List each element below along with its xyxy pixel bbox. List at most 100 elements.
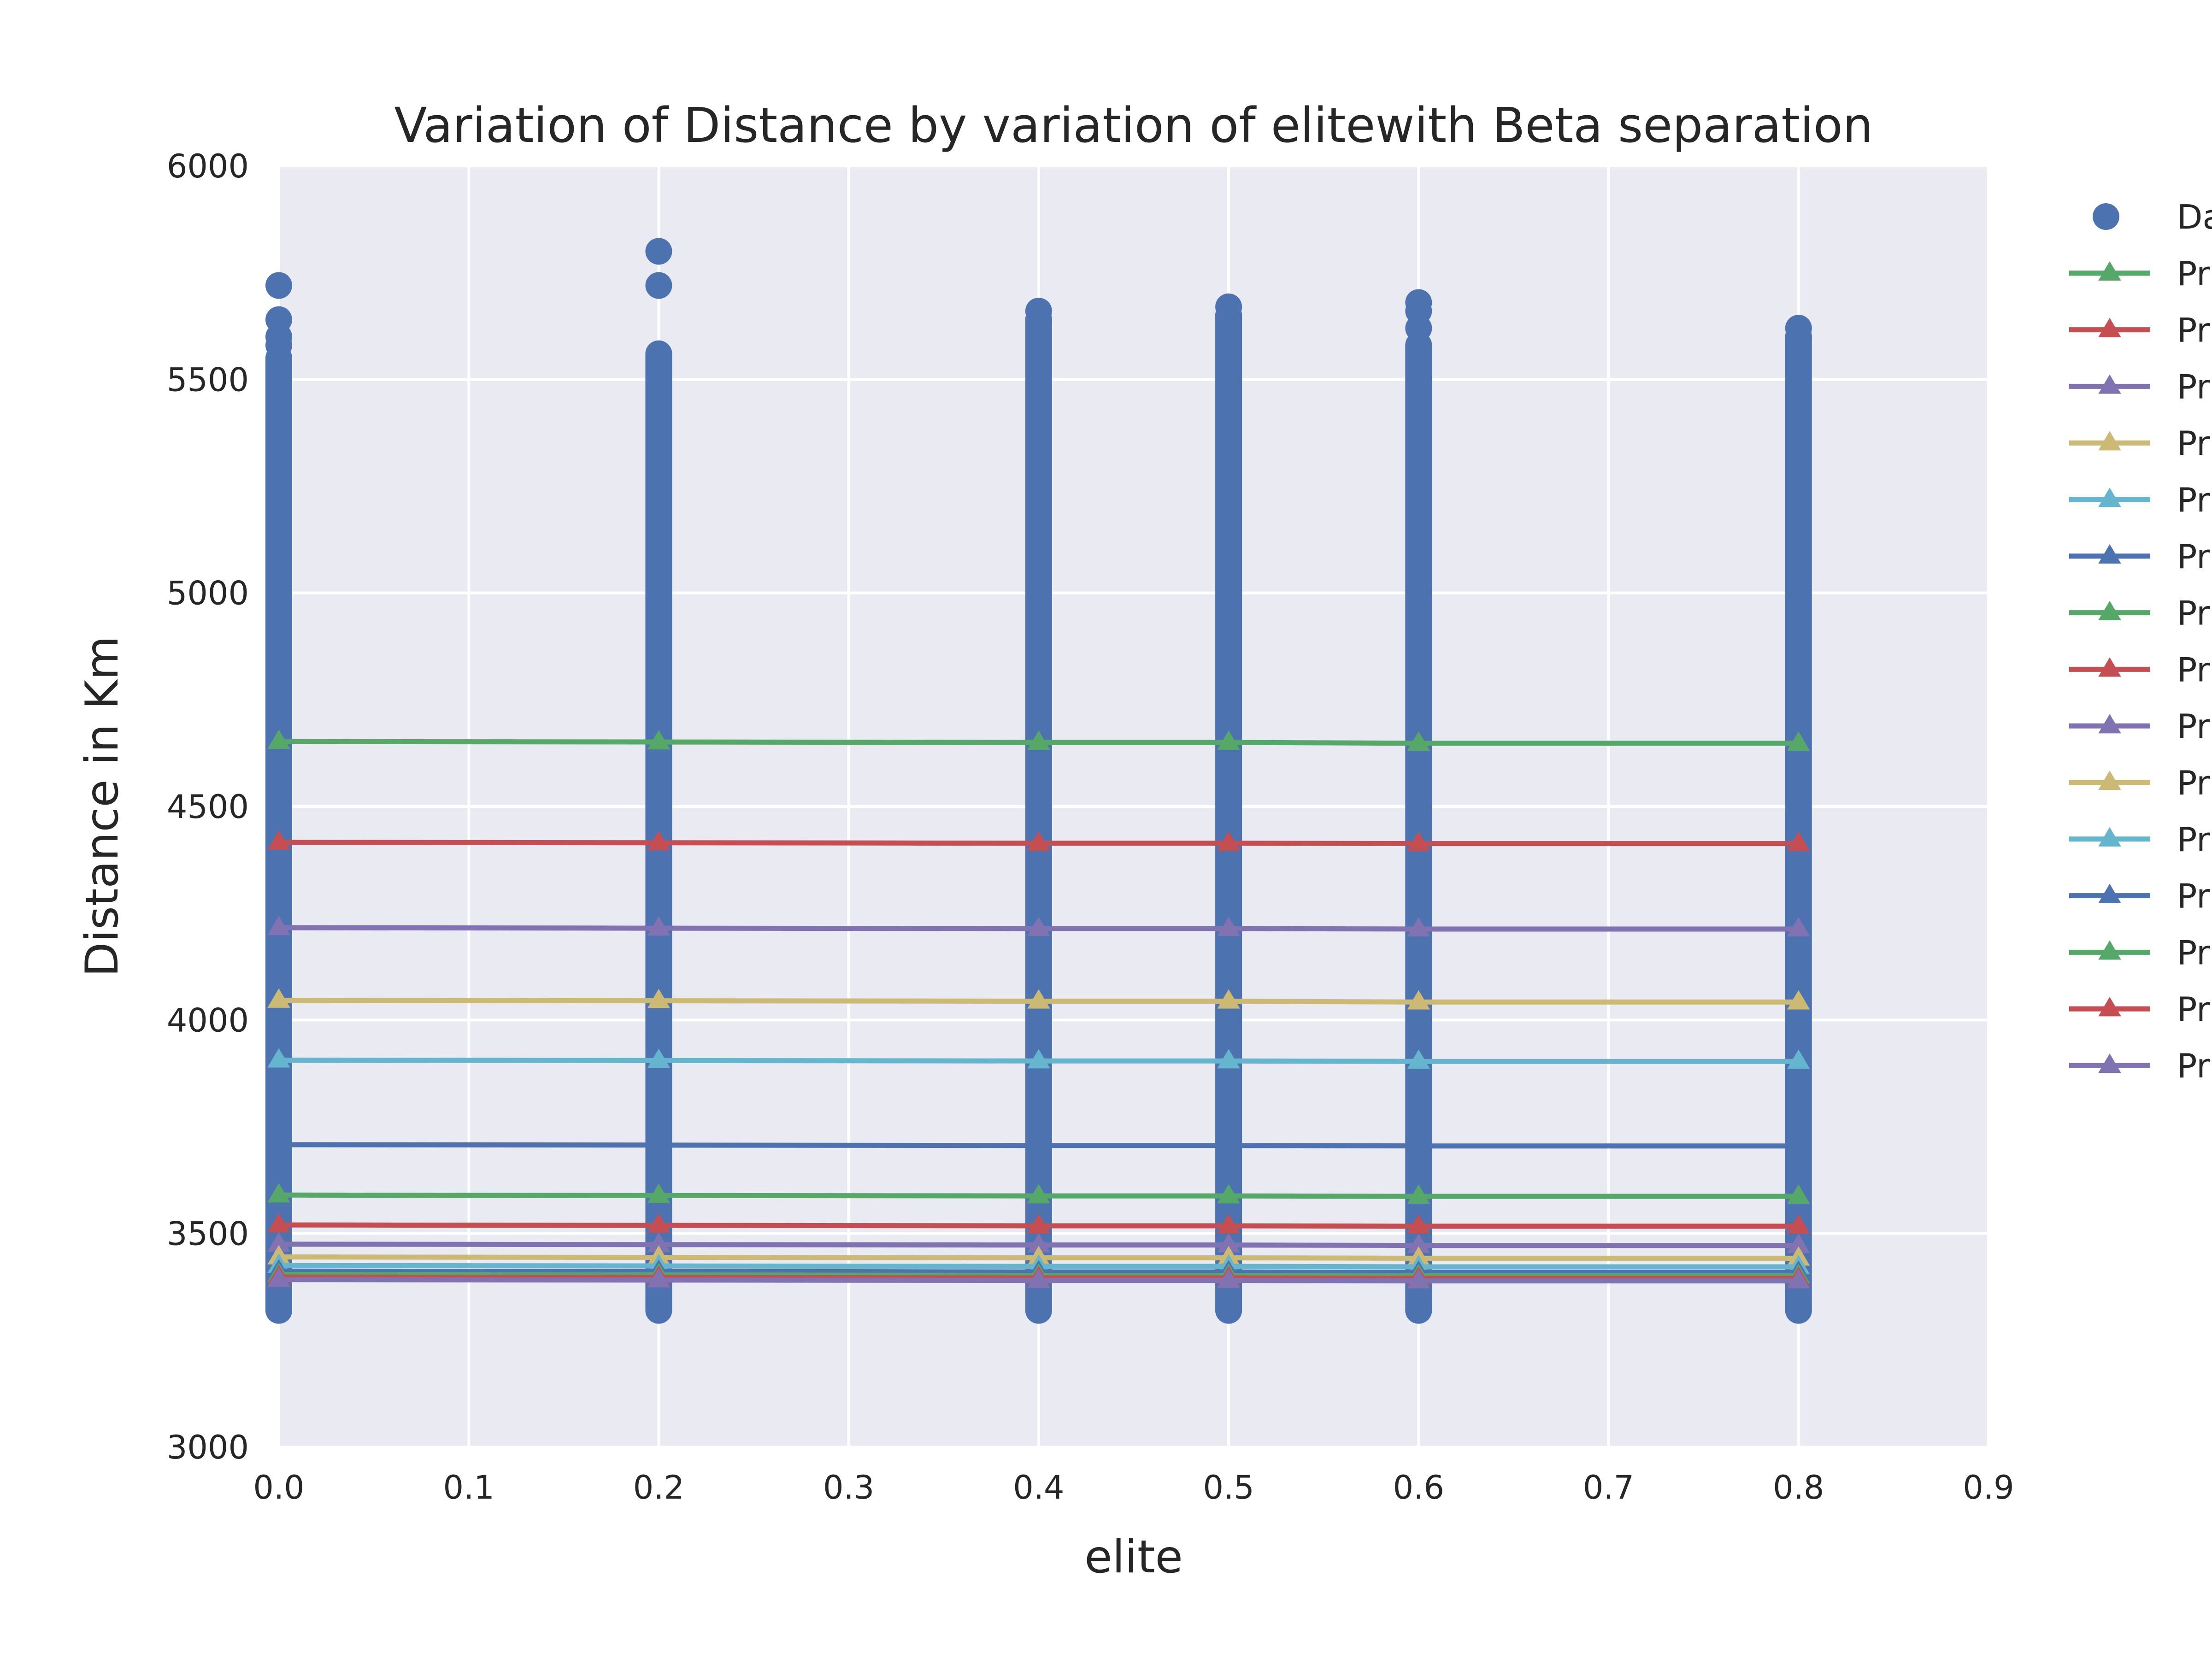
- series-line: [278, 1254, 1799, 1261]
- series-marker: [1407, 1184, 1430, 1204]
- scatter-point: [1405, 1297, 1432, 1324]
- legend-label: Da: [2177, 198, 2212, 236]
- y-tick-label: 6000: [167, 147, 249, 185]
- series-marker: [1027, 989, 1050, 1009]
- y-axis-label: Distance in Km: [76, 636, 129, 977]
- scatter-point: [1785, 315, 1812, 342]
- series-marker: [1407, 1214, 1430, 1234]
- x-tick-label: 0.8: [1773, 1469, 1824, 1506]
- legend-label: Pr: [2177, 311, 2210, 350]
- series-marker: [1217, 989, 1240, 1009]
- series-marker: [1787, 1269, 1810, 1288]
- legend-marker: [2098, 771, 2121, 790]
- series-marker: [647, 1183, 671, 1203]
- x-tick-label: 0.3: [823, 1469, 874, 1506]
- legend-marker: [2098, 827, 2121, 847]
- series-marker: [1217, 1184, 1240, 1204]
- series-marker: [1407, 1049, 1430, 1069]
- legend: Da Pr Pr Pr Pr Pr Pr Pr Pr Pr Pr Pr Pr Pr Pr Pr: [2069, 198, 2212, 1085]
- y-tick-label: 3000: [167, 1429, 249, 1466]
- series-line: [278, 998, 1799, 1005]
- series-marker: [1027, 917, 1050, 936]
- x-axis-label: elite: [1084, 1531, 1182, 1583]
- legend-label: Pr: [2177, 820, 2210, 859]
- legend-marker: [2098, 714, 2121, 734]
- x-tick-label: 0.2: [633, 1469, 684, 1506]
- legend-marker: [2098, 997, 2121, 1017]
- series-line: [278, 925, 1799, 932]
- series-marker: [1787, 1214, 1810, 1234]
- legend-marker: [2098, 544, 2121, 564]
- legend-marker: [2098, 488, 2121, 507]
- series-marker: [1407, 731, 1430, 751]
- series-marker: [267, 1213, 290, 1233]
- series-marker: [1027, 831, 1050, 851]
- series-marker: [647, 916, 671, 936]
- scatter-point: [645, 238, 672, 265]
- series-marker: [1407, 1134, 1430, 1153]
- legend-label: Pr: [2177, 594, 2210, 633]
- x-tick-label: 0.6: [1393, 1469, 1444, 1506]
- series-marker: [1217, 1213, 1240, 1234]
- legend-marker: [2098, 431, 2121, 451]
- series-marker: [1217, 730, 1240, 750]
- scatter-point: [1025, 298, 1052, 325]
- legend-marker: [2093, 203, 2119, 230]
- series-marker: [1787, 731, 1810, 751]
- series-marker: [647, 830, 671, 850]
- series-marker: [1407, 831, 1430, 851]
- series-marker: [1217, 1233, 1240, 1253]
- legend-marker: [2098, 600, 2121, 620]
- series-marker: [1217, 1133, 1240, 1153]
- series-marker: [647, 730, 671, 750]
- scatter-point: [645, 1297, 672, 1324]
- series-marker: [1787, 990, 1810, 1010]
- series-marker: [1787, 1049, 1810, 1069]
- y-tick-label: 4500: [167, 788, 249, 826]
- series-marker: [267, 1048, 290, 1068]
- series-line: [278, 739, 1799, 746]
- series-marker: [1787, 831, 1810, 851]
- series-marker: [267, 1183, 290, 1203]
- series-marker: [647, 1232, 671, 1252]
- x-tick-label: 0.9: [1963, 1469, 2014, 1506]
- legend-marker: [2098, 657, 2121, 677]
- legend-marker: [2098, 374, 2121, 394]
- series-line: [278, 1263, 1799, 1270]
- series-marker: [647, 1213, 671, 1233]
- series-line: [278, 1274, 1799, 1281]
- series-line: [278, 1241, 1799, 1248]
- legend-label: Pr: [2177, 650, 2210, 689]
- legend-marker: [2098, 318, 2121, 337]
- x-tick-label: 0.7: [1583, 1469, 1634, 1506]
- series-marker: [267, 1132, 290, 1153]
- legend-label: Pr: [2177, 254, 2210, 293]
- legend-marker: [2098, 940, 2121, 960]
- series-marker: [1027, 1233, 1050, 1253]
- legend-label: Pr: [2177, 764, 2210, 802]
- series-marker: [1787, 1233, 1810, 1253]
- scatter-point: [1215, 1297, 1242, 1324]
- legend-marker: [2098, 883, 2121, 903]
- y-tick-label: 3500: [167, 1215, 249, 1253]
- series-line: [278, 1192, 1799, 1199]
- series-line: [278, 1277, 1799, 1284]
- legend-label: Pr: [2177, 707, 2210, 746]
- series-marker: [267, 1232, 290, 1252]
- y-tick-label: 5000: [167, 575, 249, 612]
- series-marker: [1407, 917, 1430, 937]
- series-marker: [647, 1133, 671, 1153]
- series-marker: [267, 988, 290, 1008]
- series-marker: [1027, 730, 1050, 750]
- series-line: [278, 1142, 1799, 1149]
- series-marker: [647, 988, 671, 1008]
- series-marker: [647, 1048, 671, 1068]
- series-marker: [1407, 990, 1430, 1010]
- x-tick-label: 0.5: [1203, 1469, 1254, 1506]
- scatter-point: [265, 1297, 292, 1324]
- legend-label: Pr: [2177, 367, 2210, 406]
- series-line: [278, 1222, 1799, 1229]
- series-marker: [1787, 1134, 1810, 1153]
- series-marker: [1027, 1049, 1050, 1069]
- y-axis-ticks: 3000 3500 4000 4500 5000 5500 6000: [167, 147, 249, 1466]
